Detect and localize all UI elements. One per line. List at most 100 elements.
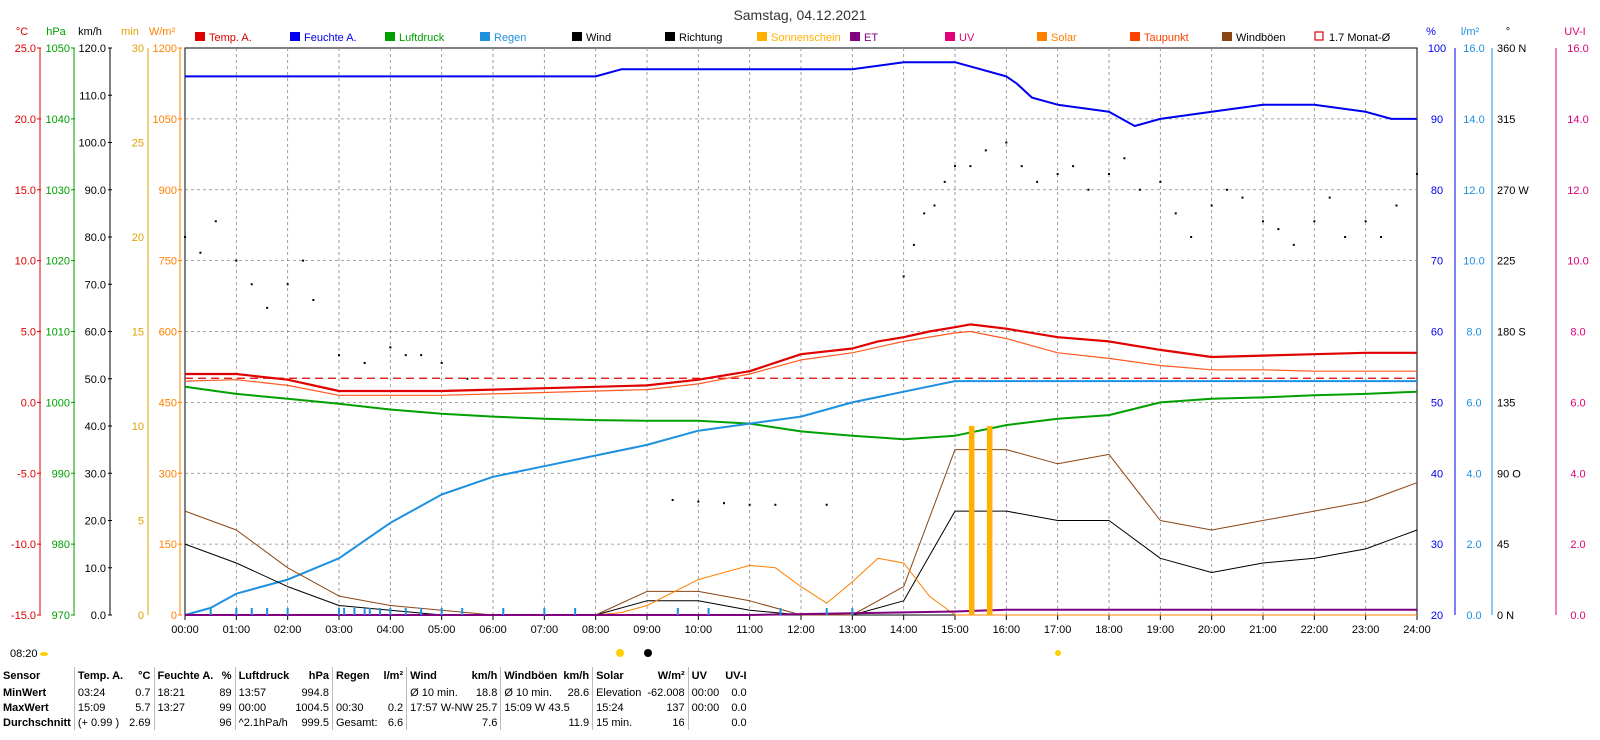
sunmin-tick: 30 <box>132 43 144 55</box>
stats-col-sensor: Sensor <box>3 670 41 682</box>
stats-cell: (+ 0.99 ) <box>73 715 127 730</box>
stats-cell: 00:00 <box>687 685 723 700</box>
wind-direction-point <box>1123 157 1126 160</box>
rain-event-mark <box>404 608 407 615</box>
series-line-feuchte-a <box>185 61 1417 127</box>
axis-unit-uv: UV-I <box>1564 26 1585 38</box>
stats-filler <box>750 700 1600 715</box>
legend-swatch <box>480 32 490 41</box>
rain-event-mark <box>363 608 366 615</box>
uv-tick: 4.0 <box>1570 468 1585 480</box>
stats-cell <box>500 715 561 730</box>
stats-cell: 18:21 <box>153 685 217 700</box>
x-tick-label: 05:00 <box>428 624 456 636</box>
wind-direction-point <box>1159 180 1162 183</box>
wind-direction-point <box>1005 141 1008 144</box>
wind-direction-point <box>1364 220 1367 223</box>
uv-tick: 2.0 <box>1570 539 1585 551</box>
legend-label: Luftdruck <box>399 32 445 44</box>
temp-tick: -5.0 <box>17 468 36 480</box>
wind-direction-point <box>1087 188 1090 191</box>
wind-direction-point <box>1328 196 1331 199</box>
wind-direction-point <box>912 243 915 246</box>
stats-cell: 5.7 <box>135 701 151 714</box>
wind-direction-point <box>723 502 725 505</box>
stats-filler <box>750 667 1600 685</box>
stats-cell: 96 <box>219 716 232 729</box>
solar-tick: 1050 <box>153 114 177 126</box>
stats-cell: Ø 10 min. <box>500 685 561 700</box>
x-tick-label: 21:00 <box>1249 624 1277 636</box>
wind-direction-point <box>440 362 443 364</box>
pressure-tick: 1050 <box>46 43 70 55</box>
x-tick-label: 04:00 <box>377 624 405 636</box>
sunshine-bar <box>971 426 975 615</box>
wind-direction-point <box>214 220 217 223</box>
wind-direction-point <box>748 503 751 506</box>
rain-event-mark <box>676 608 679 615</box>
wind-tick: 70.0 <box>85 279 106 291</box>
temp-tick: 25.0 <box>15 43 36 55</box>
legend-label: Temp. A. <box>209 32 252 44</box>
series-line-solar <box>185 557 1417 616</box>
axis-unit-sunmin: min <box>121 26 139 38</box>
rain-event-mark <box>851 608 854 615</box>
sunshine-bar <box>968 426 972 615</box>
axis-unit-direction: ° <box>1506 26 1510 38</box>
direction-tick: 180 S <box>1497 327 1526 339</box>
wind-direction-point <box>984 149 987 152</box>
sunmin-tick: 25 <box>132 138 144 150</box>
wind-direction-point <box>1190 236 1193 238</box>
stats-panel: Sensor Temp. A. °C Feuchte A. % Luftdruc… <box>0 667 1600 740</box>
pressure-tick: 1000 <box>46 397 70 409</box>
stats-cell: 13:27 <box>153 700 217 715</box>
pressure-tick: 990 <box>52 468 70 480</box>
stats-row-avg: Durchschnitt (+ 0.99 ) 2.69 96 ^2.1hPa/h… <box>0 715 1600 730</box>
x-tick-label: 17:00 <box>1044 624 1072 636</box>
wind-tick: 0.0 <box>91 610 106 622</box>
x-tick-label: 09:00 <box>633 624 661 636</box>
solar-tick: 150 <box>159 539 177 551</box>
sunmin-tick: 15 <box>132 327 144 339</box>
stats-cell: Gesamt: <box>331 715 381 730</box>
stats-col-pressure-unit: hPa <box>308 670 329 682</box>
stats-row-label: MinWert <box>3 686 47 699</box>
temp-tick: 10.0 <box>15 256 36 268</box>
humidity-tick: 80 <box>1431 185 1443 197</box>
stats-row-max: MaxWert 15:09 5.7 13:27 99 00:00 1004.5 … <box>0 700 1600 715</box>
uv-tick: 0.0 <box>1570 610 1585 622</box>
rain-event-mark <box>250 608 253 615</box>
rain-event-mark <box>286 608 289 615</box>
wind-direction-point <box>404 354 407 357</box>
wind-direction-point <box>338 354 340 357</box>
x-tick-label: 23:00 <box>1352 624 1380 636</box>
wind-tick: 10.0 <box>85 563 106 575</box>
rain-event-mark <box>707 608 710 615</box>
axis-unit-pressure: hPa <box>46 26 66 38</box>
wind-direction-point <box>1226 188 1229 191</box>
stats-cell: ^2.1hPa/h <box>234 715 293 730</box>
wind-direction-point <box>286 283 289 286</box>
rain-tick: 0.0 <box>1466 610 1481 622</box>
uv-tick: 6.0 <box>1570 397 1585 409</box>
rain-event-mark <box>574 608 577 615</box>
stats-col-temp: Temp. A. <box>73 667 127 685</box>
legend-swatch <box>850 32 860 41</box>
stats-cell: 0.0 <box>731 701 747 714</box>
solar-tick: 750 <box>159 256 177 268</box>
temp-tick: 15.0 <box>15 185 36 197</box>
pressure-tick: 1010 <box>46 327 70 339</box>
rain-event-mark <box>266 608 269 615</box>
wind-direction-point <box>1262 220 1264 223</box>
x-tick-label: 11:00 <box>736 624 763 636</box>
x-tick-label: 07:00 <box>531 624 559 636</box>
rain-event-mark <box>502 608 505 615</box>
stats-cell: 0.2 <box>387 701 404 714</box>
legend-label: UV <box>959 32 975 44</box>
stats-col-wind-unit: km/h <box>471 670 498 682</box>
wind-direction-point <box>1344 236 1347 238</box>
humidity-tick: 60 <box>1431 327 1443 339</box>
sunshine-bar <box>989 426 993 615</box>
wind-direction-point <box>250 283 253 286</box>
legend-label: Taupunkt <box>1144 32 1189 44</box>
